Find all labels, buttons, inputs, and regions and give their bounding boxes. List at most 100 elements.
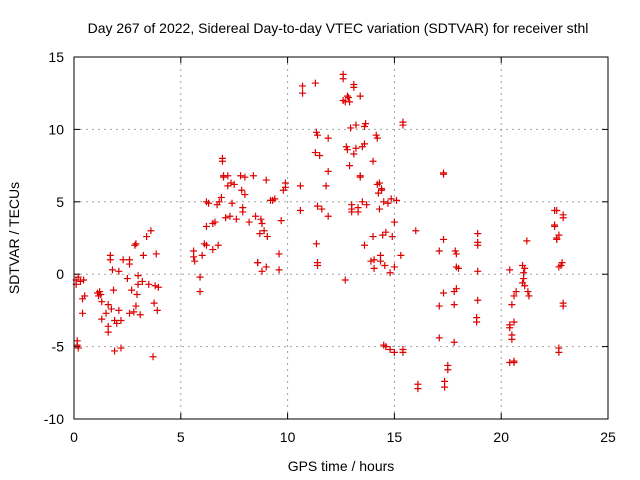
plot-frame: [73, 56, 609, 420]
data-point: [154, 283, 162, 291]
data-point: [277, 217, 285, 225]
data-point: [386, 269, 394, 277]
data-point: [218, 157, 226, 165]
data-point: [153, 306, 161, 314]
data-point: [132, 302, 140, 310]
data-point: [440, 289, 448, 297]
data-point: [314, 259, 322, 267]
x-tick-label: 0: [70, 429, 78, 445]
data-point: [214, 241, 222, 249]
data-point: [450, 338, 458, 346]
data-point: [76, 277, 84, 285]
data-point: [386, 345, 394, 353]
y-axis-label: SDTVAR / TECUs: [6, 182, 22, 294]
data-point: [238, 186, 246, 194]
data-point: [508, 301, 516, 309]
data-point: [107, 305, 115, 313]
data-point: [510, 292, 518, 300]
data-point: [382, 228, 390, 236]
data-point: [356, 173, 364, 181]
data-point: [202, 241, 210, 249]
data-point: [369, 157, 377, 165]
data-point: [440, 235, 448, 243]
data-point: [311, 79, 319, 87]
data-point: [257, 215, 265, 223]
data-point: [388, 233, 396, 241]
data-point: [399, 121, 407, 129]
data-point: [126, 260, 134, 268]
data-point: [339, 70, 347, 78]
data-point: [149, 353, 157, 361]
data-point: [275, 266, 283, 274]
data-point: [224, 172, 232, 180]
data-point: [454, 264, 462, 272]
data-point: [435, 247, 443, 255]
data-point: [390, 348, 398, 356]
data-point: [375, 179, 383, 187]
data-point: [378, 186, 386, 194]
data-point: [381, 262, 389, 270]
data-point: [312, 240, 320, 248]
data-point: [314, 202, 322, 210]
data-point: [115, 267, 123, 275]
data-point: [350, 83, 358, 91]
data-point: [344, 94, 352, 102]
data-point: [343, 92, 351, 100]
data-point: [510, 318, 518, 326]
data-point: [202, 222, 210, 230]
data-point: [512, 288, 520, 296]
data-point: [473, 318, 481, 326]
data-point: [348, 201, 356, 209]
data-point: [97, 290, 105, 298]
data-point: [387, 195, 395, 203]
grid-lines: [74, 57, 608, 419]
data-point: [296, 182, 304, 190]
data-point: [412, 227, 420, 235]
data-point: [249, 172, 257, 180]
data-point: [117, 344, 125, 352]
data-point: [444, 366, 452, 374]
data-point: [263, 233, 271, 241]
data-point: [350, 150, 358, 158]
x-tick-labels: 0 5 10 15 20 25: [70, 429, 616, 445]
data-point: [134, 272, 142, 280]
data-point: [254, 259, 262, 267]
data-point: [227, 179, 235, 187]
data-point: [450, 301, 458, 309]
data-point: [370, 264, 378, 272]
data-point: [555, 348, 563, 356]
data-point: [474, 241, 482, 249]
data-point: [324, 167, 332, 175]
data-point: [98, 298, 106, 306]
data-point: [435, 334, 443, 342]
data-point: [299, 82, 307, 90]
data-point: [341, 276, 349, 284]
y-tick-label: 0: [56, 266, 64, 282]
y-tick-label: -10: [44, 411, 64, 427]
data-point: [102, 309, 110, 317]
data-point: [126, 309, 134, 317]
data-point: [262, 263, 270, 271]
data-point: [228, 199, 236, 207]
data-point: [217, 193, 225, 201]
data-point: [373, 134, 381, 142]
data-point: [380, 198, 388, 206]
data-point: [258, 220, 266, 228]
data-point: [352, 144, 360, 152]
x-tick-label: 5: [177, 429, 185, 445]
data-point: [80, 276, 88, 284]
data-point: [145, 280, 153, 288]
data-point: [131, 241, 139, 249]
data-point: [452, 250, 460, 258]
data-point: [559, 302, 567, 310]
data-point: [245, 218, 253, 226]
data-point: [370, 256, 378, 264]
data-point: [239, 208, 247, 216]
y-tick-labels: -10 -5 0 5 10 15: [44, 49, 64, 427]
data-point: [510, 359, 518, 367]
data-point: [414, 385, 422, 393]
data-point: [299, 89, 307, 97]
data-point: [104, 301, 112, 309]
data-point: [523, 237, 531, 245]
